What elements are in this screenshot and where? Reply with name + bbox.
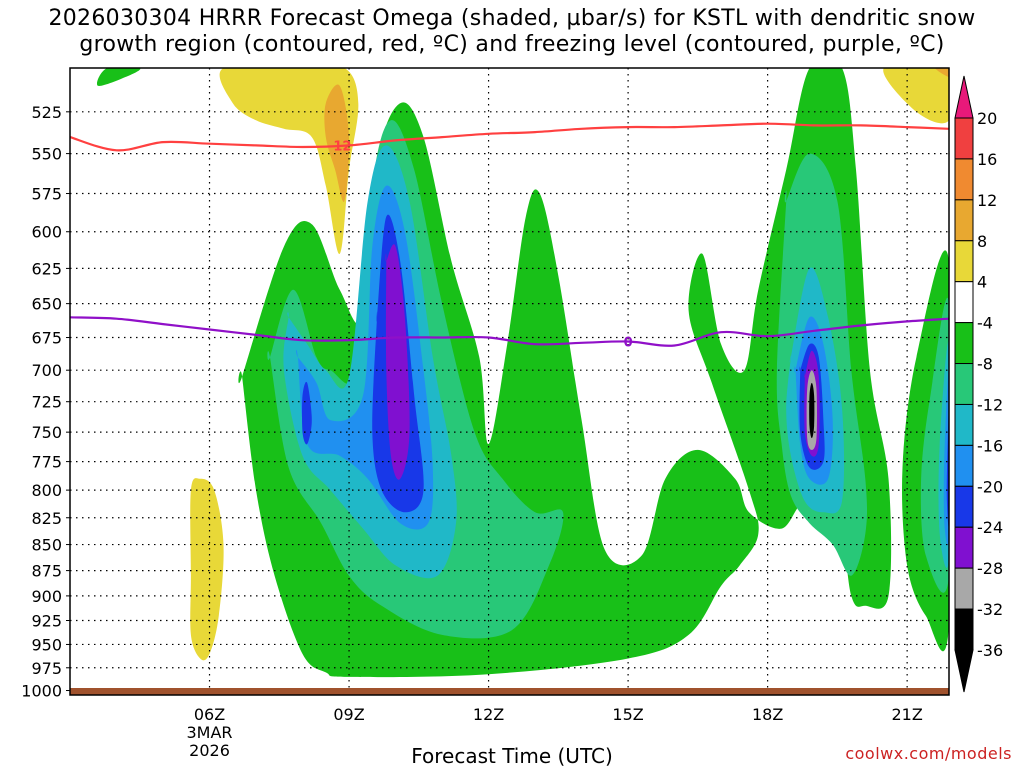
pressure-axis: 525 550 575 600 625 650 675 700 725 750 775 800 825 8… (21, 103, 70, 701)
x-tick-label: 15Z (612, 705, 643, 724)
colorbar-segment (954, 158, 974, 201)
dendritic-snow-growth-label: -12 (328, 140, 352, 155)
y-tick-label: 600 (31, 223, 62, 242)
colorbar-segment (954, 363, 974, 405)
plot-frame (69, 67, 950, 696)
colorbar-segment (954, 608, 974, 651)
omega-region-12 (301, 381, 312, 445)
colorbar-segment (954, 485, 974, 528)
y-tick-label: 925 (31, 612, 62, 631)
y-tick-label: 900 (31, 587, 62, 606)
chart-title-line-1: 2026030304 HRRR Forecast Omega (shaded, … (48, 6, 976, 31)
chart-title: 2026030304 HRRR Forecast Omega (shaded, … (0, 6, 1024, 58)
x-tick-year: 2026 (189, 741, 230, 760)
colorbar-top-arrow (954, 75, 974, 119)
colorbar-label: -36 (977, 641, 1003, 660)
x-tick-label: 12Z (473, 705, 504, 724)
freezing-level-label: 0 (624, 336, 633, 351)
y-tick-label: 875 (31, 562, 62, 581)
colorbar-segment (954, 567, 974, 610)
omega-region-24 (935, 68, 949, 77)
y-tick-label: 950 (31, 635, 62, 654)
colorbar-segment (954, 199, 974, 242)
x-tick-label: 21Z (891, 705, 922, 724)
y-tick-label: 1000 (21, 682, 62, 701)
x-tick-date: 3MAR (187, 723, 233, 742)
y-tick-label: 625 (31, 259, 62, 278)
y-tick-label: 825 (31, 509, 62, 528)
colorbar-label: 12 (977, 191, 997, 210)
y-tick-label: 575 (31, 185, 62, 204)
gridlines (70, 68, 949, 695)
y-tick-label: 700 (31, 361, 62, 380)
omega-region-21 (190, 478, 224, 661)
y-tick-label: 775 (31, 453, 62, 472)
omega-region-20 (219, 68, 359, 254)
omega-region-19 (809, 382, 815, 439)
x-tick-label: 06Z (194, 705, 225, 724)
credit-link[interactable]: coolwx.com/models (845, 744, 1012, 763)
x-axis-title: Forecast Time (UTC) (411, 744, 613, 768)
colorbar-segment (954, 240, 974, 283)
y-tick-label: 975 (31, 659, 62, 678)
colorbar-segment (954, 117, 974, 160)
y-tick-label: 550 (31, 145, 62, 164)
colorbar-segment (954, 444, 974, 487)
omega-region-16 (385, 244, 410, 480)
chart-title-line-2: growth region (contoured, red, ºC) and f… (79, 32, 945, 57)
colorbar-label: -16 (977, 436, 1003, 455)
freezing-level-contour (70, 316, 949, 347)
dendritic-snow-growth-contour (70, 122, 949, 152)
y-tick-label: 525 (31, 103, 62, 122)
colorbar-label: -20 (977, 477, 1003, 496)
colorbar-segment (954, 526, 974, 569)
colorbar-label: -12 (977, 395, 1003, 414)
x-tick-label: 09Z (333, 705, 364, 724)
colorbar-label: 4 (977, 273, 987, 292)
colorbar-segment (954, 322, 974, 365)
y-tick-label: 850 (31, 536, 62, 555)
colorbar-label: 16 (977, 150, 997, 169)
y-tick-label: 650 (31, 295, 62, 314)
colorbar-label: -24 (977, 518, 1003, 537)
omega-region-0 (97, 68, 141, 86)
y-tick-label: 725 (31, 393, 62, 412)
colorbar-label: -28 (977, 559, 1003, 578)
colorbar-label: -8 (977, 355, 993, 374)
x-tick-label: 18Z (752, 705, 783, 724)
omega-region-23 (324, 84, 350, 203)
colorbar: 20 16 12 8 4 -4 -8 -12 -16 -20 -24 -28 -32 -36 (954, 75, 1003, 693)
y-tick-label: 750 (31, 423, 62, 442)
colorbar-label: 8 (977, 232, 987, 251)
temperature-contours: -12 0 (70, 122, 949, 351)
colorbar-bottom-arrow (954, 649, 974, 693)
colorbar-label: 20 (977, 109, 997, 128)
colorbar-segment (954, 403, 974, 446)
colorbar-label: -4 (977, 314, 993, 333)
y-tick-label: 675 (31, 329, 62, 348)
omega-shading (97, 68, 949, 678)
colorbar-label: -32 (977, 600, 1003, 619)
ground-surface (70, 688, 949, 695)
omega-region-22 (883, 68, 949, 124)
colorbar-segment (954, 281, 974, 324)
y-tick-label: 800 (31, 481, 62, 500)
